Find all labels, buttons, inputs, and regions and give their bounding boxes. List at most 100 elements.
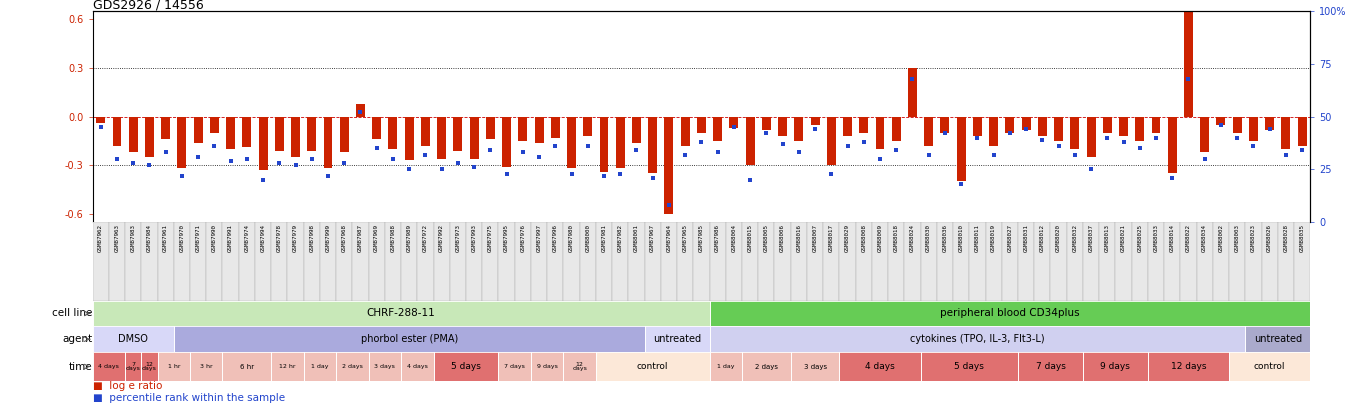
Text: GSM88035: GSM88035 [1299,224,1305,252]
Point [414,151,436,158]
Bar [1017,222,1034,301]
Text: 3 hr: 3 hr [200,364,212,369]
Point [756,130,778,137]
Bar [255,222,271,301]
Text: GSM87962: GSM87962 [98,224,104,252]
Bar [259,117,267,170]
Text: 5 days: 5 days [955,362,985,371]
Text: GSM88009: GSM88009 [877,224,883,252]
Point [447,160,469,166]
Bar [794,117,804,141]
Bar [597,222,612,301]
Bar [1132,222,1148,301]
Bar [791,352,839,381]
Bar [742,352,791,381]
Bar [730,117,738,128]
Bar [775,222,791,301]
Bar [970,222,986,301]
Point [317,173,339,179]
Text: GSM87961: GSM87961 [163,224,168,252]
Text: ■  percentile rank within the sample: ■ percentile rank within the sample [93,393,285,403]
Bar [761,117,771,130]
Bar [972,117,982,136]
Bar [823,222,839,301]
Point [967,134,989,141]
Text: CHRF-288-11: CHRF-288-11 [366,309,436,318]
Bar [921,222,937,301]
Text: GSM87994: GSM87994 [260,224,266,252]
Point [545,143,567,149]
Point [252,177,274,183]
Text: time: time [69,362,93,371]
Bar [1249,117,1258,141]
Point [561,170,583,177]
Bar [925,117,933,146]
Point [236,156,257,162]
Bar [644,222,661,301]
Point [772,141,794,147]
Bar [93,326,174,352]
Text: GSM87987: GSM87987 [358,224,364,252]
Text: GSM88005: GSM88005 [764,224,770,252]
Bar [548,222,564,301]
Point [1113,139,1135,145]
Text: GSM87986: GSM87986 [715,224,720,252]
Text: GSM87963: GSM87963 [114,224,120,252]
Point [577,143,599,149]
Text: GSM87982: GSM87982 [618,224,622,252]
Bar [599,117,609,172]
Text: GSM88003: GSM88003 [1235,224,1239,252]
Point [592,173,614,179]
Bar [827,117,836,165]
Text: DMSO: DMSO [118,334,148,344]
Bar [1103,117,1111,133]
Bar [336,352,369,381]
Bar [1087,117,1095,157]
Bar [1229,222,1245,301]
Bar [612,222,628,301]
Text: GSM87992: GSM87992 [439,224,444,252]
Point [1291,147,1313,153]
Bar [628,222,644,301]
Point [398,166,419,173]
Text: GSM88034: GSM88034 [1203,224,1207,252]
Text: GSM87980: GSM87980 [569,224,573,252]
Bar [677,222,693,301]
Bar [519,117,527,141]
Point [885,147,907,153]
Bar [710,326,1245,352]
Text: GSM87971: GSM87971 [196,224,200,252]
Point [707,149,729,156]
Point [1047,143,1069,149]
Point [106,156,128,162]
Bar [1181,222,1197,301]
Bar [125,352,142,381]
Text: untreated: untreated [1253,334,1302,344]
Bar [1229,352,1310,381]
Bar [304,222,320,301]
Text: GSM87978: GSM87978 [276,224,282,252]
Text: 1 hr: 1 hr [168,364,180,369]
Bar [353,222,369,301]
Bar [433,222,449,301]
Text: GSM87967: GSM87967 [650,224,655,252]
Bar [564,352,597,381]
Point [625,147,647,153]
Text: 7
days: 7 days [125,362,140,371]
Bar [726,222,742,301]
Text: 9 days: 9 days [537,364,557,369]
Text: GSM88020: GSM88020 [1056,224,1061,252]
Bar [466,222,482,301]
Bar [616,117,625,168]
Bar [308,117,316,151]
Text: GSM88016: GSM88016 [797,224,801,252]
Bar [892,117,900,141]
Bar [388,117,398,149]
Text: GSM88000: GSM88000 [586,224,590,252]
Point [789,149,810,156]
Text: ■  log e ratio: ■ log e ratio [93,381,162,391]
Bar [1184,0,1193,117]
Bar [210,117,219,133]
Bar [778,117,787,136]
Bar [1282,117,1290,149]
